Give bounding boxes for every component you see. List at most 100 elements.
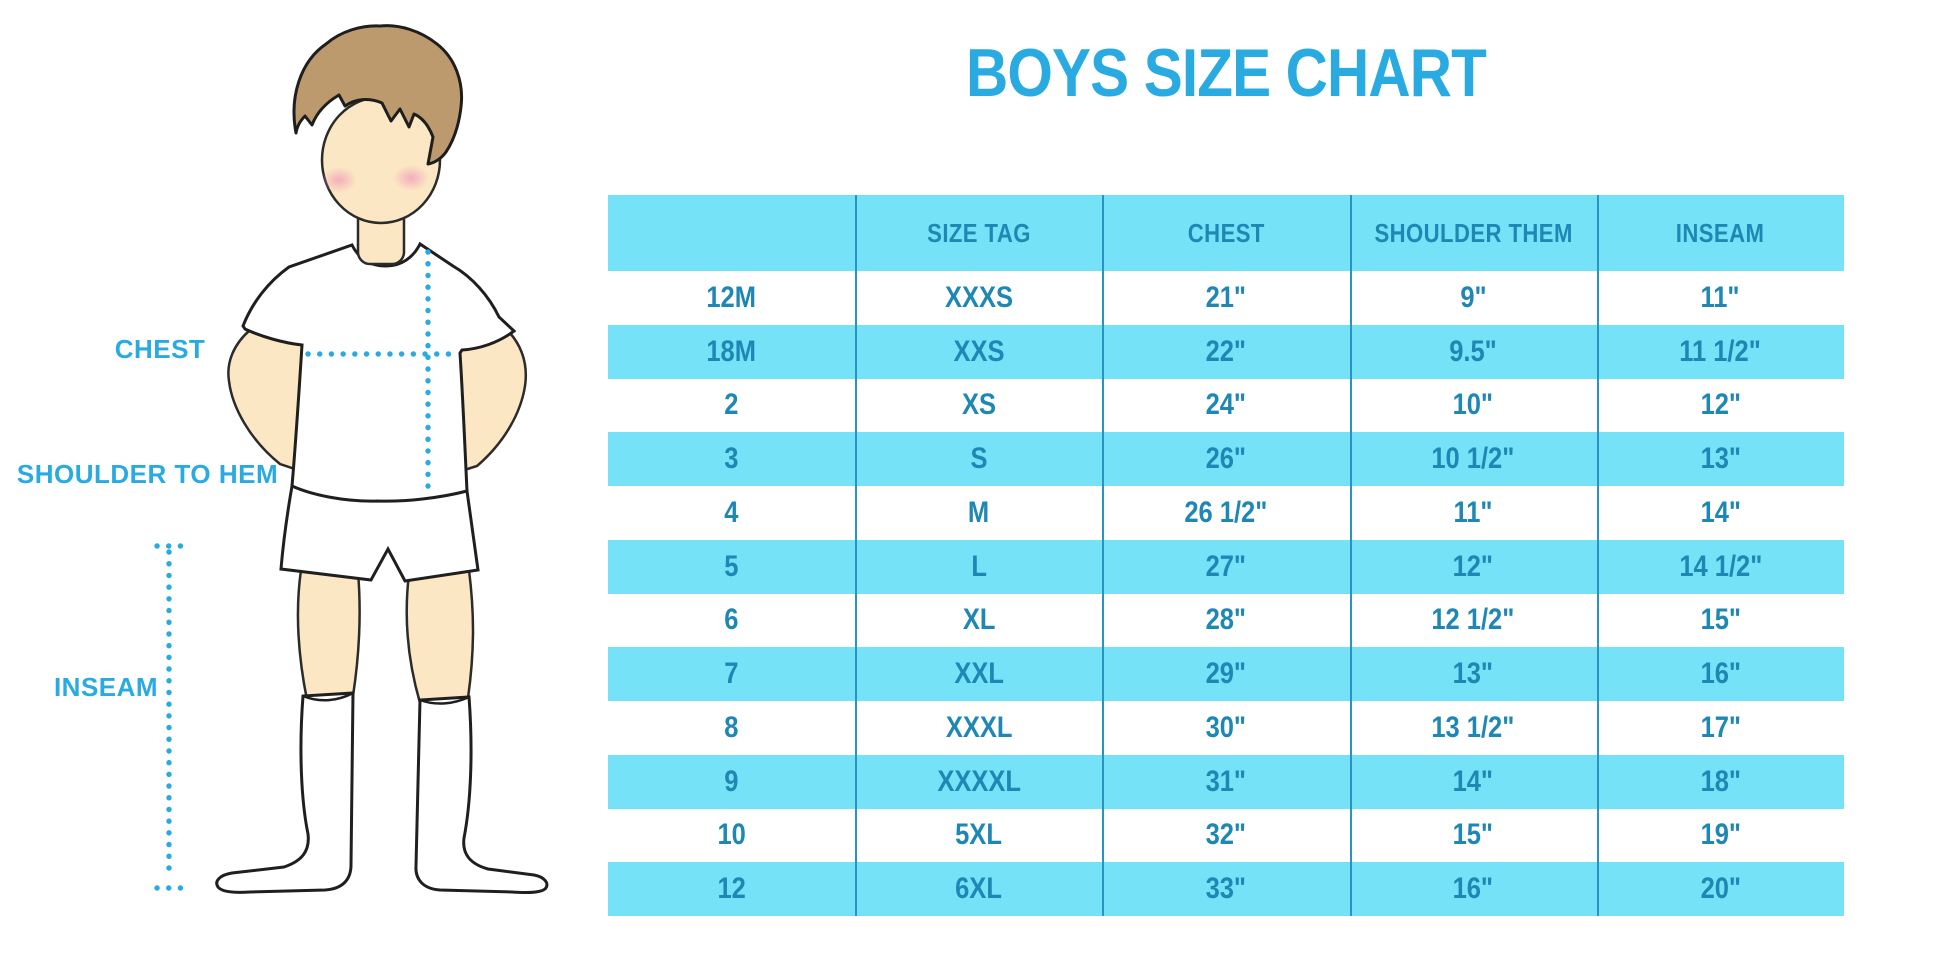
- table-cell: 4: [724, 495, 739, 529]
- table-cell: 33": [1205, 872, 1247, 906]
- page-title: BOYS SIZE CHART: [966, 35, 1487, 111]
- table-row: 4 M 26 1/2" 11" 14": [608, 486, 1844, 540]
- table-cell: 11": [1700, 280, 1740, 314]
- table-row: 6 XL 28" 12 1/2" 15": [608, 594, 1844, 648]
- size-table: SIZE TAG CHEST SHOULDER THEM INSEAM 12M XXXS…: [608, 195, 1844, 916]
- table-cell: 9": [1460, 280, 1487, 314]
- table-cell: 9.5": [1449, 334, 1497, 368]
- table-cell: M: [968, 495, 990, 529]
- shoulder-to-hem-label: SHOULDER TO HEM: [16, 459, 279, 489]
- table-cell: 16": [1452, 872, 1494, 906]
- table-cell: 13": [1452, 657, 1494, 691]
- table-cell: 2: [724, 388, 739, 422]
- table-cell: 14": [1700, 495, 1741, 529]
- table-cell: 18M: [706, 334, 757, 368]
- table-cell: 14 1/2": [1678, 549, 1762, 583]
- table-cell: 32": [1205, 818, 1247, 852]
- right-sock-cuff-line: [419, 695, 470, 705]
- table-header-row: SIZE TAG CHEST SHOULDER THEM INSEAM: [608, 195, 1844, 271]
- right-leg: [405, 568, 475, 705]
- column-divider: [1349, 195, 1352, 916]
- table-cell: 12": [1700, 388, 1741, 422]
- table-cell: 10: [717, 818, 746, 852]
- table-cell: XXXL: [945, 710, 1013, 744]
- table-cell: 27": [1205, 549, 1247, 583]
- table-row: 12 6XL 33" 16" 20": [608, 862, 1844, 916]
- table-cell: 24": [1205, 388, 1247, 422]
- table-cell: 9: [724, 764, 739, 798]
- table-cell: 13": [1700, 442, 1741, 476]
- table-row: 2 XS 24" 10" 12": [608, 379, 1844, 433]
- table-cell: XXL: [953, 657, 1004, 691]
- right-arm: [454, 331, 527, 474]
- table-cell: XXXXL: [936, 764, 1021, 798]
- table-cell: 3: [724, 442, 739, 476]
- table-cell: 7: [724, 657, 739, 691]
- inseam-label: INSEAM: [53, 672, 159, 702]
- column-divider: [855, 195, 858, 916]
- table-cell: XL: [962, 603, 996, 637]
- table-cell: XXS: [953, 334, 1005, 368]
- table-row: 10 5XL 32" 15" 19": [608, 809, 1844, 863]
- table-cell: 6: [724, 603, 739, 637]
- left-leg: [296, 568, 361, 702]
- table-row: 12M XXXS 21" 9" 11": [608, 271, 1844, 325]
- t-shirt: [241, 241, 517, 503]
- table-cell: 18": [1700, 764, 1741, 798]
- right-sock: [414, 695, 549, 895]
- table-cell: XS: [961, 388, 996, 422]
- table-cell: 14": [1452, 764, 1494, 798]
- table-cell: 21": [1205, 280, 1247, 314]
- table-cell: 15": [1700, 603, 1741, 637]
- table-cell: 10": [1452, 388, 1494, 422]
- shorts: [279, 484, 480, 583]
- chest-label: CHEST: [114, 334, 206, 364]
- table-cell: 15": [1452, 818, 1494, 852]
- boy-measurement-diagram: [154, 24, 549, 895]
- table-cell: 11": [1453, 495, 1493, 529]
- table-row: 7 XXL 29" 13" 16": [608, 647, 1844, 701]
- header-cell: INSEAM: [1676, 217, 1765, 248]
- table-cell: 29": [1205, 657, 1247, 691]
- table-cell: 16": [1700, 657, 1741, 691]
- table-cell: 11 1/2": [1679, 334, 1762, 368]
- table-cell: 28": [1205, 603, 1247, 637]
- header-cell: [608, 195, 855, 271]
- right-cheek-blush: [393, 165, 429, 191]
- hair: [292, 24, 464, 166]
- table-cell: L: [970, 549, 987, 583]
- table-row: 9 XXXXL 31" 14" 18": [608, 754, 1844, 809]
- table-cell: 30": [1205, 710, 1247, 744]
- table-cell: 31": [1205, 764, 1247, 798]
- table-row: 18M XXS 22" 9.5" 11 1/2": [608, 324, 1844, 379]
- table-cell: 6XL: [955, 872, 1003, 906]
- table-cell: 17": [1700, 710, 1741, 744]
- left-cheek-blush: [321, 167, 357, 193]
- table-cell: 12": [1452, 549, 1494, 583]
- table-cell: 12: [717, 872, 746, 906]
- table-row: 5 L 27" 12" 14 1/2": [608, 539, 1844, 594]
- table-cell: 13 1/2": [1431, 710, 1515, 744]
- table-cell: 22": [1205, 334, 1247, 368]
- table-row: 3 S 26" 10 1/2" 13": [608, 432, 1844, 486]
- table-cell: 5: [724, 549, 739, 583]
- header-cell: SIZE TAG: [926, 217, 1031, 248]
- table-body: 12M XXXS 21" 9" 11" 18M XXS 22" 9.5" 11 1/2" 2 XS 24…: [608, 271, 1844, 916]
- table-cell: 5XL: [955, 818, 1003, 852]
- table-cell: 8: [724, 710, 739, 744]
- header-cell: CHEST: [1187, 217, 1265, 248]
- table-cell: 26": [1205, 442, 1247, 476]
- header-cell: SHOULDER THEM: [1374, 217, 1573, 248]
- column-divider: [1596, 195, 1599, 916]
- left-sock-cuff-line: [302, 691, 354, 702]
- table-cell: 26 1/2": [1184, 495, 1268, 529]
- table-cell: S: [970, 442, 988, 476]
- table-cell: 12M: [706, 280, 757, 314]
- table-cell: 10 1/2": [1431, 442, 1515, 476]
- table-cell: 19": [1700, 818, 1741, 852]
- column-divider: [1102, 195, 1105, 916]
- left-arm: [227, 328, 304, 472]
- table-row: 8 XXXL 30" 13 1/2" 17": [608, 701, 1844, 755]
- table-cell: 20": [1700, 872, 1741, 906]
